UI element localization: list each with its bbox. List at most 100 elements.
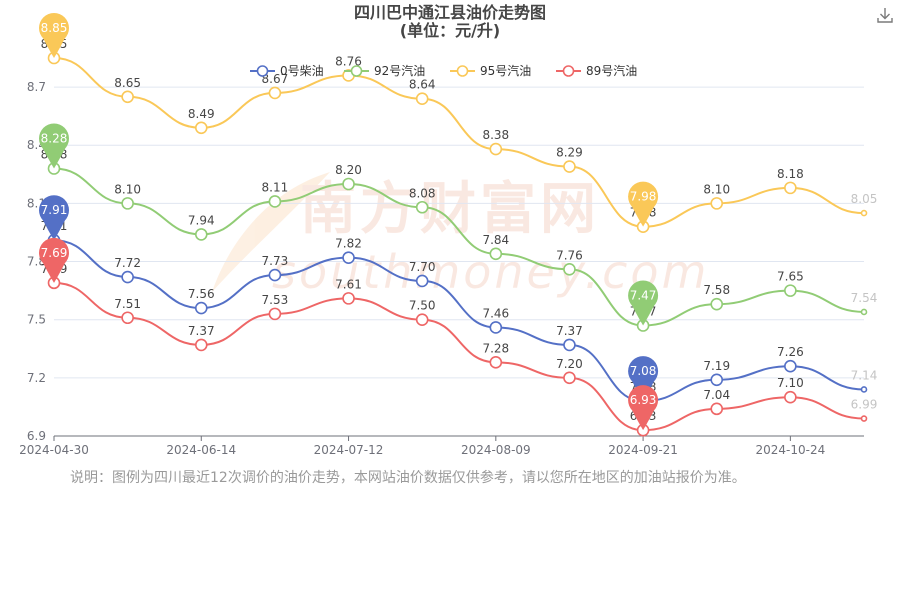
data-label: 7.72 bbox=[114, 256, 141, 270]
data-label: 7.65 bbox=[777, 270, 804, 284]
pin-label: 7.69 bbox=[41, 246, 68, 260]
pin-marker: 6.93 bbox=[628, 385, 659, 431]
chart-subtitle: (单位：元/升) bbox=[399, 21, 501, 40]
data-label: 7.19 bbox=[703, 359, 730, 373]
pin-label: 8.28 bbox=[41, 131, 68, 145]
data-point bbox=[489, 356, 503, 369]
data-point bbox=[489, 321, 503, 334]
data-point bbox=[121, 90, 134, 104]
data-label: 7.61 bbox=[335, 277, 362, 291]
data-point bbox=[121, 311, 134, 325]
data-label: 7.58 bbox=[703, 283, 730, 297]
pin-marker: 7.98 bbox=[628, 181, 659, 227]
data-label: 8.08 bbox=[409, 186, 436, 200]
legend-symbol bbox=[256, 65, 269, 77]
pin-head bbox=[628, 385, 659, 416]
pin-marker: 7.91 bbox=[39, 195, 69, 241]
pin-label: 7.91 bbox=[41, 203, 68, 217]
pin-label: 6.93 bbox=[630, 393, 657, 407]
data-label: 7.54 bbox=[851, 291, 878, 305]
pin-head bbox=[39, 237, 69, 268]
pin-head bbox=[628, 356, 659, 387]
series-1: 8.288.107.948.118.208.087.847.767.477.58… bbox=[41, 147, 878, 332]
data-label: 8.65 bbox=[114, 76, 141, 90]
data-point bbox=[268, 195, 282, 208]
legend-symbol bbox=[350, 65, 363, 77]
x-tick-label: 2024-08-09 bbox=[461, 443, 531, 457]
data-label: 8.38 bbox=[482, 128, 509, 142]
data-point bbox=[268, 268, 282, 282]
data-point bbox=[784, 359, 797, 373]
data-point bbox=[563, 371, 576, 385]
data-label: 7.51 bbox=[114, 297, 141, 311]
data-point bbox=[563, 262, 576, 276]
legend-symbol bbox=[456, 65, 469, 77]
data-label: 6.99 bbox=[851, 398, 878, 412]
data-point bbox=[710, 197, 724, 210]
data-label: 7.10 bbox=[777, 376, 804, 390]
y-tick-label: 8.7 bbox=[27, 80, 46, 94]
download-icon[interactable] bbox=[876, 6, 894, 24]
pin-marker: 7.08 bbox=[628, 356, 659, 402]
legend-item-3: 89号汽油 bbox=[556, 63, 637, 78]
series-0: 7.917.727.567.737.827.707.467.377.087.19… bbox=[41, 219, 877, 408]
data-label: 7.94 bbox=[188, 213, 215, 227]
data-point bbox=[784, 181, 797, 195]
data-point bbox=[489, 142, 503, 156]
pin-head bbox=[39, 195, 69, 226]
data-label: 7.53 bbox=[262, 293, 289, 307]
y-tick-label: 7.2 bbox=[27, 371, 46, 385]
data-label: 7.50 bbox=[409, 299, 436, 313]
legend-label: 0号柴油 bbox=[280, 64, 324, 78]
pin-label: 7.98 bbox=[630, 190, 657, 204]
data-label: 7.73 bbox=[262, 254, 289, 268]
data-point bbox=[194, 301, 208, 315]
data-point bbox=[563, 160, 576, 173]
legend-symbol bbox=[562, 65, 575, 77]
data-label: 7.76 bbox=[556, 248, 583, 262]
series-3: 7.697.517.377.537.617.507.287.206.937.04… bbox=[41, 262, 878, 437]
data-label: 8.29 bbox=[556, 146, 583, 160]
legend-label: 92号汽油 bbox=[374, 63, 425, 78]
data-point bbox=[342, 292, 355, 305]
data-point bbox=[489, 247, 503, 261]
pin-head bbox=[39, 13, 69, 43]
data-point bbox=[563, 338, 576, 352]
data-point bbox=[342, 177, 355, 191]
data-label: 7.20 bbox=[556, 357, 583, 371]
data-label: 7.28 bbox=[482, 341, 509, 355]
data-point bbox=[268, 307, 282, 321]
pin-head bbox=[628, 280, 659, 311]
data-label: 8.18 bbox=[777, 167, 804, 181]
chart-note: 说明：图例为四川最近12次调价的油价走势，本网站油价数据仅供参考，请以您所在地区… bbox=[70, 470, 746, 486]
y-tick-label: 6.9 bbox=[27, 429, 46, 443]
data-label: 8.64 bbox=[409, 78, 436, 92]
legend-item-0: 0号柴油 bbox=[250, 64, 324, 78]
data-point bbox=[415, 313, 429, 326]
data-label: 7.82 bbox=[335, 237, 362, 251]
data-point bbox=[860, 209, 868, 217]
pin-label: 7.47 bbox=[630, 289, 657, 303]
data-label: 7.37 bbox=[556, 324, 583, 338]
pin-label: 8.85 bbox=[41, 21, 68, 35]
pin-head bbox=[628, 181, 659, 212]
watermark-swoosh-icon bbox=[212, 172, 330, 292]
x-tick-label: 2024-04-30 bbox=[19, 443, 89, 457]
x-tick-label: 2024-07-12 bbox=[314, 443, 384, 457]
data-point bbox=[194, 338, 208, 352]
pin-head bbox=[39, 123, 69, 154]
data-point bbox=[784, 284, 797, 297]
data-point bbox=[710, 373, 724, 387]
data-point bbox=[121, 197, 134, 210]
data-label: 8.67 bbox=[262, 72, 289, 86]
data-label: 7.26 bbox=[777, 345, 804, 359]
data-point bbox=[194, 228, 208, 241]
data-point bbox=[415, 274, 429, 288]
data-point bbox=[194, 121, 208, 135]
legend-item-2: 95号汽油 bbox=[450, 63, 531, 78]
pin-marker: 7.69 bbox=[39, 237, 69, 283]
y-tick-label: 7.5 bbox=[27, 313, 46, 327]
data-point bbox=[860, 415, 868, 422]
data-label: 7.56 bbox=[188, 287, 215, 301]
data-label: 7.70 bbox=[409, 260, 436, 274]
